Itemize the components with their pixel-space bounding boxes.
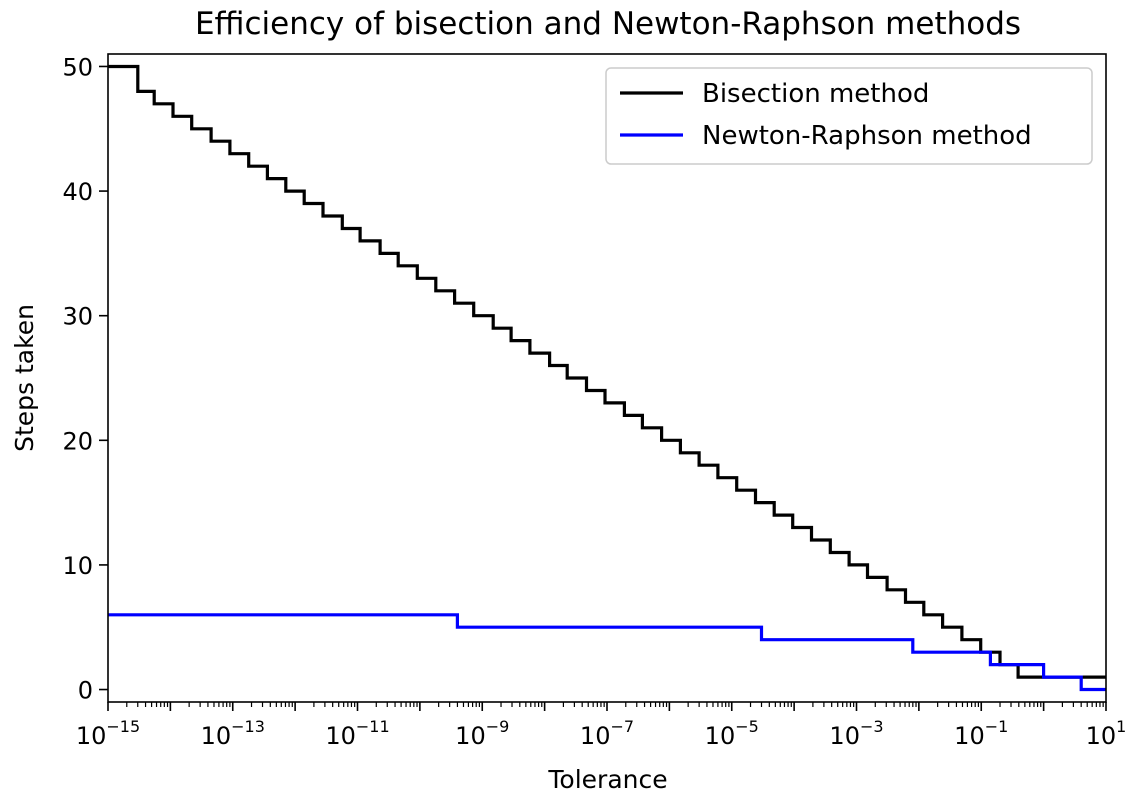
x-tick-label: 10−7 [580,717,634,750]
y-tick-label: 10 [62,552,93,580]
x-tick-label: 10−13 [201,717,265,750]
legend: Bisection method Newton-Raphson method [605,67,1093,165]
plot-area [108,64,1106,692]
x-tick-label: 10−5 [705,717,759,750]
y-axis-ticks: 0 10 20 30 40 50 [62,53,108,705]
chart-title: Efficiency of bisection and Newton-Raphs… [195,6,1021,42]
x-axis-label: Tolerance [547,765,667,794]
x-tick-label: 10−1 [954,717,1008,750]
legend-label-bisection: Bisection method [702,79,929,109]
legend-box [605,67,1093,165]
y-tick-label: 50 [62,53,93,81]
y-axis-label: Steps taken [10,304,39,452]
y-tick-label: 0 [78,677,93,705]
y-tick-label: 20 [62,427,93,455]
series-line-bisection [108,64,1106,679]
x-tick-label: 101 [1086,717,1127,750]
x-tick-label: 10−9 [455,717,509,750]
series-line-newton-raphson [108,613,1106,692]
x-tick-label: 10−3 [829,717,883,750]
y-tick-label: 40 [62,178,93,206]
x-axis-ticks: 10−15 10−13 10−11 10−9 10−7 10−5 10−3 10−1 101 [76,702,1127,750]
x-tick-label: 10−11 [325,717,389,750]
legend-label-newton-raphson: Newton-Raphson method [702,121,1032,151]
y-tick-label: 30 [62,303,93,331]
x-tick-label: 10−15 [76,717,140,750]
